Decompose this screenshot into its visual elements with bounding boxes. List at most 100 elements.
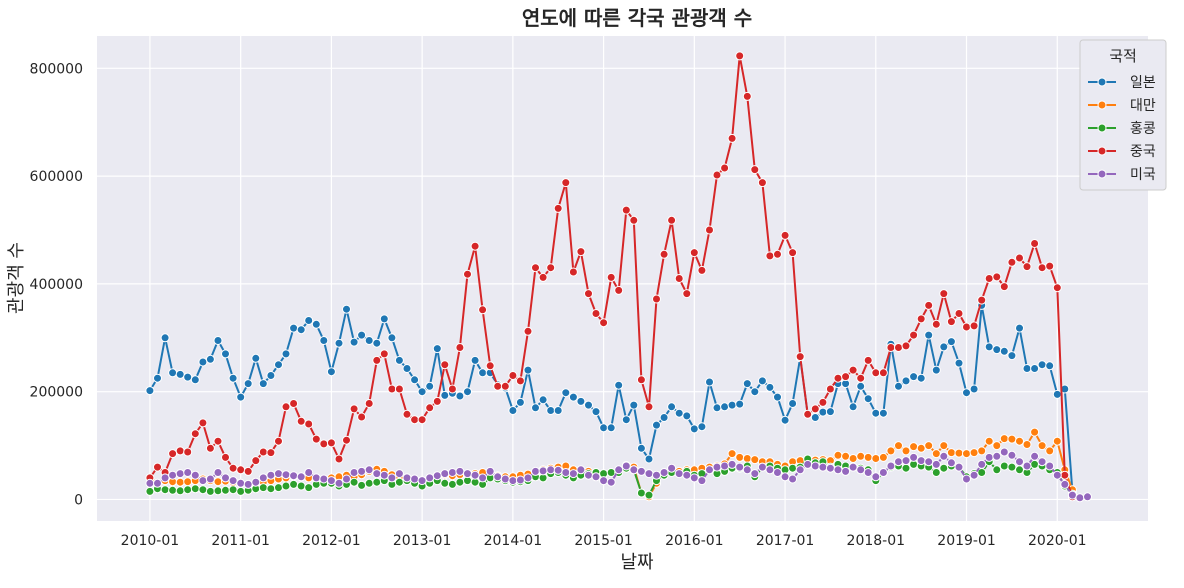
legend-swatch-marker <box>1097 77 1107 87</box>
data-point <box>546 263 556 273</box>
data-point <box>780 415 790 425</box>
x-tick-label: 2020-01 <box>1028 533 1087 549</box>
data-point <box>531 263 540 273</box>
legend-swatch-marker <box>1097 169 1107 179</box>
data-point <box>1030 459 1040 469</box>
data-point <box>440 469 450 479</box>
data-point <box>931 468 941 477</box>
x-tick-label: 2018-01 <box>847 533 906 549</box>
x-axis-ticks: 2010-01 2011-01 2012-01 2013-01 2014-01 2015-… <box>121 533 1087 549</box>
data-point <box>470 241 480 251</box>
data-point <box>425 403 435 413</box>
data-point <box>394 477 404 487</box>
data-point <box>818 462 828 472</box>
data-point <box>1045 461 1055 471</box>
x-axis-label: 날짜 <box>620 552 654 573</box>
data-point <box>1022 262 1032 272</box>
data-point <box>999 461 1009 471</box>
legend-entry: 미국 <box>1088 167 1156 183</box>
data-point <box>977 459 987 469</box>
data-point <box>364 465 374 475</box>
data-point <box>334 338 344 348</box>
data-point <box>463 469 472 479</box>
data-point <box>689 424 699 434</box>
data-point <box>742 465 752 475</box>
data-point <box>440 360 450 370</box>
data-point <box>682 470 692 480</box>
data-point <box>878 468 888 477</box>
data-point <box>614 380 624 390</box>
data-point <box>394 355 404 365</box>
data-point <box>606 272 616 282</box>
data-point <box>780 230 790 240</box>
data-point <box>984 342 994 352</box>
data-point <box>599 476 609 486</box>
data-point <box>493 381 503 391</box>
data-point <box>969 321 979 331</box>
data-point <box>447 479 457 489</box>
data-point <box>591 407 601 417</box>
data-point <box>1037 441 1047 451</box>
data-point <box>735 462 745 472</box>
data-point <box>962 388 971 398</box>
data-point <box>871 408 881 418</box>
data-point <box>213 477 223 487</box>
data-point <box>372 338 382 348</box>
data-point <box>425 473 435 483</box>
data-point <box>652 294 661 304</box>
data-point <box>266 484 276 494</box>
data-point <box>319 439 329 449</box>
data-point <box>198 485 208 495</box>
data-point <box>674 408 684 418</box>
data-point <box>916 314 926 324</box>
data-point <box>304 419 314 429</box>
data-point <box>818 397 828 407</box>
data-point <box>379 470 389 480</box>
data-point <box>455 343 465 352</box>
data-point <box>954 448 964 458</box>
data-point <box>636 488 646 498</box>
data-point <box>342 304 351 314</box>
data-point <box>969 384 979 394</box>
chart-title: 연도에 따른 각국 관광객 수 <box>522 6 752 30</box>
data-point <box>909 452 919 462</box>
data-point <box>402 473 412 483</box>
data-point <box>357 480 367 490</box>
data-point <box>848 402 858 412</box>
data-point <box>349 337 359 347</box>
data-point <box>788 399 798 408</box>
data-point <box>810 461 820 471</box>
data-point <box>576 247 586 257</box>
data-point <box>576 396 586 406</box>
data-point <box>1083 492 1092 502</box>
data-point <box>546 406 556 415</box>
data-point <box>326 438 336 448</box>
data-point <box>667 463 677 473</box>
data-point <box>689 248 699 258</box>
data-point <box>440 390 450 400</box>
data-point <box>387 473 397 483</box>
data-point <box>190 375 200 385</box>
data-point <box>841 451 851 461</box>
data-point <box>644 454 654 464</box>
data-point <box>304 316 314 325</box>
data-point <box>750 165 760 175</box>
data-point <box>977 295 987 305</box>
y-axis-ticks: 0 200000 400000 600000 800000 <box>30 61 83 508</box>
data-point <box>757 462 767 472</box>
plot-area <box>97 36 1148 521</box>
data-point <box>659 413 669 422</box>
data-point <box>274 436 283 446</box>
data-point <box>485 466 495 476</box>
data-point <box>553 203 563 213</box>
data-point <box>198 476 208 486</box>
data-point <box>795 352 805 362</box>
data-point <box>183 477 193 487</box>
data-point <box>894 441 903 451</box>
data-point <box>636 443 646 453</box>
data-point <box>198 357 208 367</box>
data-point <box>901 376 911 386</box>
data-point <box>183 485 193 495</box>
data-point <box>1022 364 1032 373</box>
data-point <box>939 342 949 352</box>
